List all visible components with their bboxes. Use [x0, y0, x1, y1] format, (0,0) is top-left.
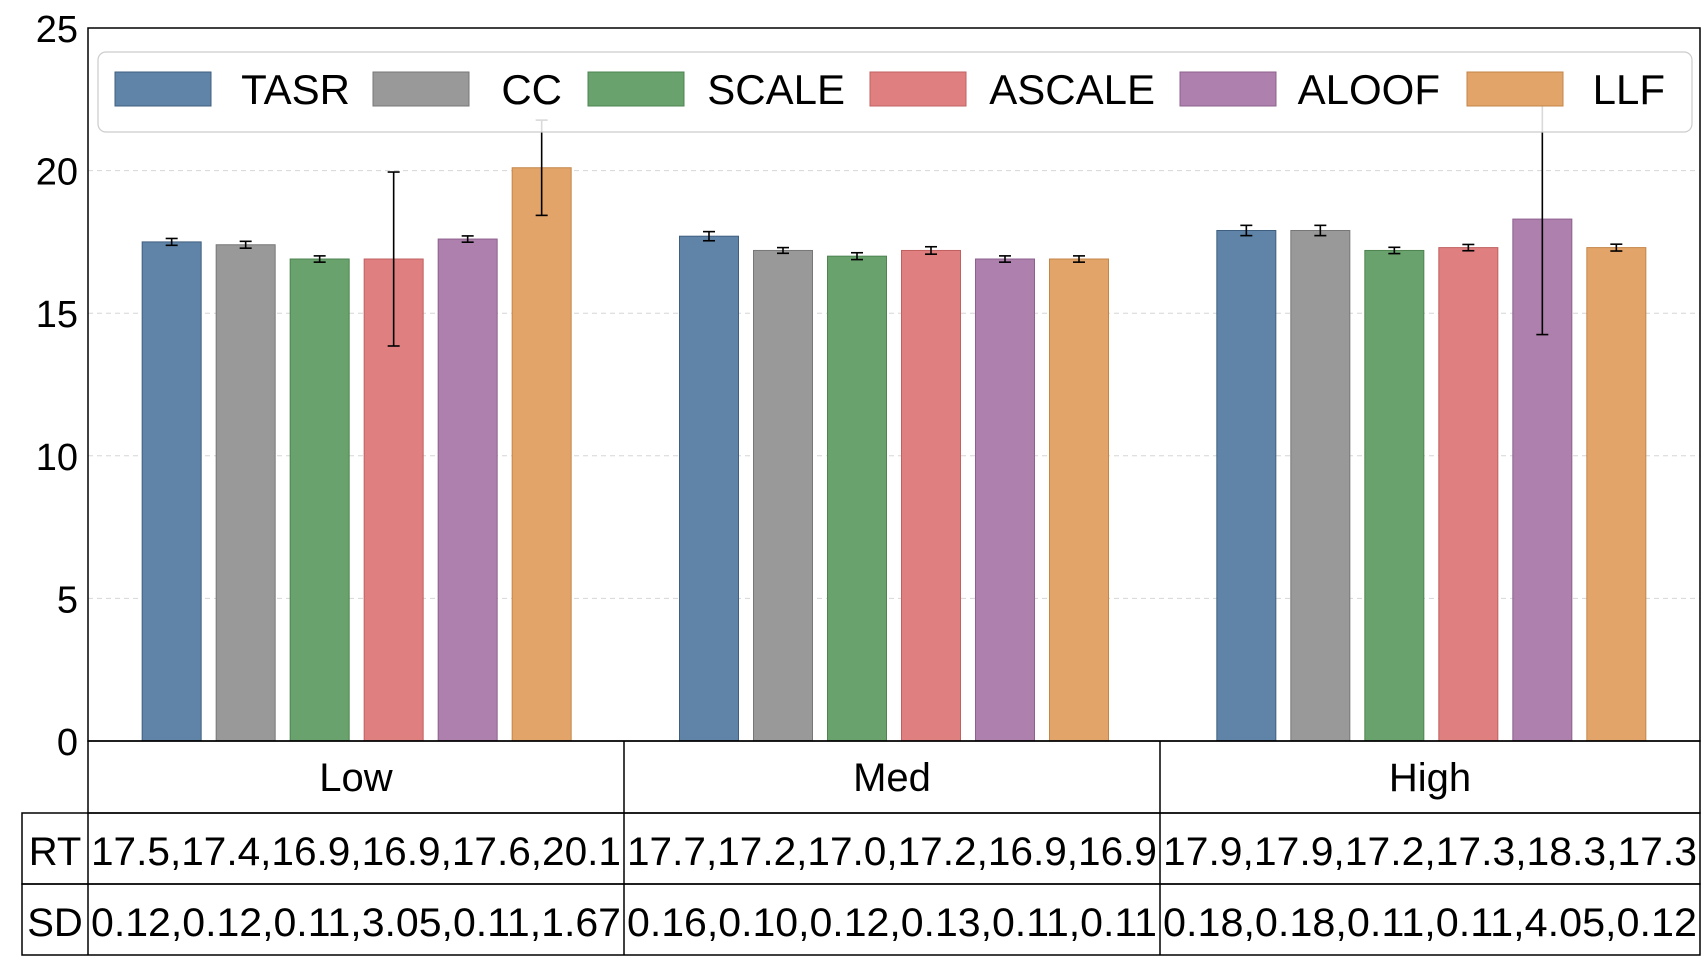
legend-label-cc: CC — [501, 66, 562, 113]
table-cell: 17.5,17.4,16.9,16.9,17.6,20.1 — [91, 830, 621, 874]
bar-tasr-med — [679, 235, 739, 742]
table-cell: 0.18,0.18,0.11,0.11,4.05,0.12 — [1163, 901, 1697, 945]
error-bar — [925, 245, 937, 255]
error-bar — [1240, 224, 1253, 237]
error-bar — [851, 251, 863, 261]
error-bar — [1388, 246, 1401, 255]
legend: TASR CC SCALE ASCALE ALOOF LLF — [97, 51, 1693, 133]
error-bar — [1610, 243, 1623, 252]
category-label-med: Med — [853, 756, 931, 800]
error-bar — [703, 230, 715, 242]
legend-label-tasr: TASR — [241, 66, 350, 113]
legend-swatch-scale — [587, 71, 685, 107]
y-tick-label: 25 — [36, 9, 78, 51]
category-label-low: Low — [319, 756, 392, 800]
row-label-sd: SD — [27, 901, 83, 945]
error-bar — [461, 235, 474, 243]
error-bar — [1073, 255, 1085, 263]
bars — [141, 167, 1647, 742]
error-bar — [999, 255, 1011, 263]
bar-scale-med — [827, 255, 887, 742]
error-bar — [387, 171, 400, 347]
error-bar — [313, 255, 326, 263]
bar-tasr-high — [1216, 229, 1277, 742]
y-tick-label: 0 — [57, 722, 78, 764]
error-bar — [165, 237, 178, 247]
bar-tasr-low — [141, 241, 202, 742]
legend-swatch-llf — [1466, 71, 1564, 107]
error-bar — [1462, 243, 1475, 252]
y-tick-label: 5 — [57, 579, 78, 621]
legend-label-aloof: ALOOF — [1298, 66, 1440, 113]
table-cell: 17.7,17.2,17.0,17.2,16.9,16.9 — [627, 830, 1157, 874]
bar-aloof-low — [437, 238, 498, 742]
bar-ascale-high — [1438, 247, 1499, 742]
legend-swatch-aloof — [1179, 71, 1277, 107]
legend-swatch-ascale — [869, 71, 967, 107]
table-cell: 0.16,0.10,0.12,0.13,0.11,0.11 — [627, 901, 1157, 945]
bar-scale-high — [1364, 249, 1425, 742]
bar-llf-high — [1586, 247, 1647, 742]
bar-scale-low — [289, 258, 350, 742]
table-cell: 0.12,0.12,0.11,3.05,0.11,1.67 — [91, 901, 621, 945]
error-bars — [165, 102, 1623, 347]
bar-aloof-med — [975, 258, 1035, 742]
legend-swatch-cc — [372, 71, 470, 107]
error-bar — [239, 240, 252, 249]
data-table: Low Med High RT 17.5,17.4,16.9,16.9,17.6,20.… — [21, 740, 1701, 956]
legend-swatch-tasr — [114, 71, 212, 107]
bar-ascale-med — [901, 249, 961, 742]
bar-llf-med — [1049, 258, 1109, 742]
bar-cc-med — [753, 249, 813, 742]
legend-label-ascale: ASCALE — [989, 66, 1155, 113]
y-axis-ticks: 0 5 10 15 20 25 — [36, 9, 78, 764]
legend-label-llf: LLF — [1593, 66, 1665, 113]
table-cell: 17.9,17.9,17.2,17.3,18.3,17.3 — [1163, 830, 1697, 874]
y-tick-label: 10 — [36, 437, 78, 479]
bar-llf-low — [511, 167, 572, 742]
row-label-rt: RT — [29, 830, 82, 874]
error-bar — [1314, 224, 1327, 237]
bar-cc-high — [1290, 229, 1351, 742]
error-bar — [777, 246, 789, 255]
y-tick-label: 20 — [36, 152, 78, 194]
y-tick-label: 15 — [36, 294, 78, 336]
table-row — [21, 883, 1701, 956]
bar-cc-low — [215, 244, 276, 742]
category-label-high: High — [1389, 756, 1471, 800]
legend-label-scale: SCALE — [707, 66, 845, 113]
